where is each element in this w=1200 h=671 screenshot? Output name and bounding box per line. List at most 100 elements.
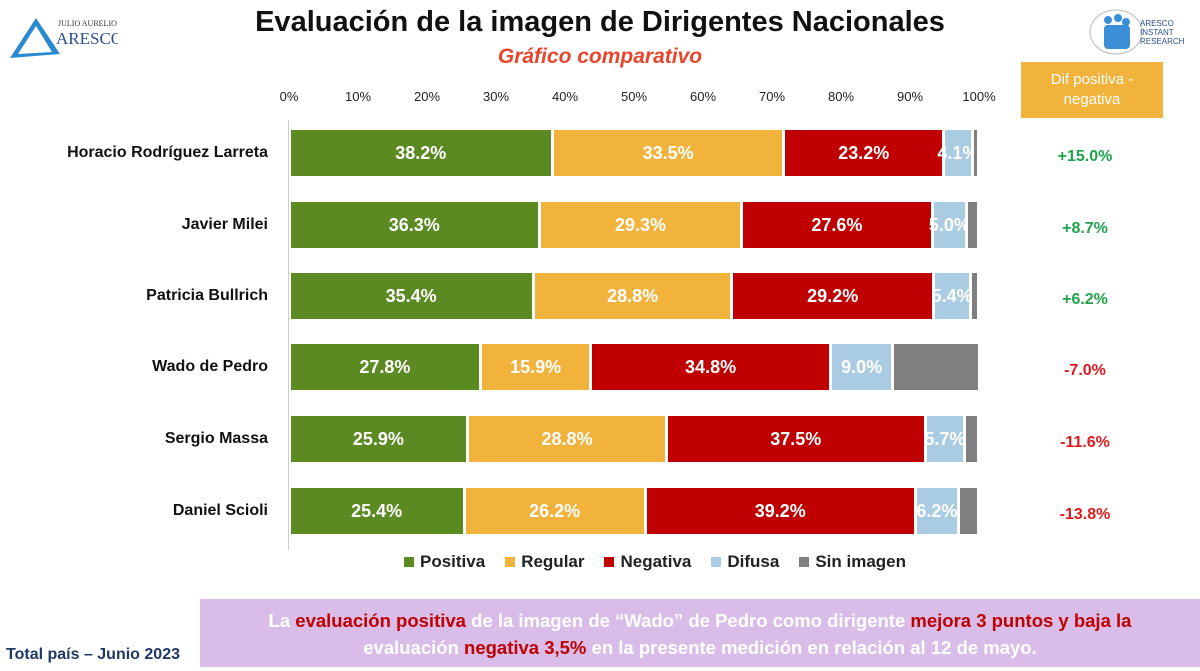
legend-item: Regular <box>505 552 584 572</box>
bar-segment-regular: 29.3% <box>540 202 741 248</box>
x-tick-label: 50% <box>620 89 648 104</box>
svg-text:RESEARCH: RESEARCH <box>1140 37 1185 46</box>
bar-segment-difusa: 9.0% <box>832 344 892 390</box>
x-tick-label: 70% <box>758 89 786 104</box>
legend-item: Sin imagen <box>799 552 906 572</box>
bar-value-label: 29.3% <box>615 214 667 235</box>
x-tick-label: 80% <box>827 89 855 104</box>
x-tick-label: 30% <box>482 89 510 104</box>
bar-segment-positiva: 25.4% <box>290 488 463 534</box>
x-tick-label: 60% <box>689 89 717 104</box>
dif-value: +6.2% <box>1062 291 1108 308</box>
bar-segment-sin-imagen <box>973 130 978 176</box>
category-label: Sergio Massa <box>164 430 268 447</box>
category-label: Javier Milei <box>181 216 268 233</box>
bar-value-label: 5.4% <box>931 285 973 306</box>
bar-segment-negativa: 37.5% <box>667 416 924 462</box>
legend-swatch <box>711 557 722 567</box>
x-tick-label: 20% <box>413 89 441 104</box>
bar-segment-negativa: 27.6% <box>743 202 931 248</box>
bar-segment-positiva: 25.9% <box>290 416 467 462</box>
bar-segment-positiva: 38.2% <box>290 130 552 176</box>
svg-text:INSTANT: INSTANT <box>1140 28 1174 37</box>
bar-value-label: 23.2% <box>838 142 890 163</box>
legend-item: Positiva <box>403 552 486 572</box>
category-label: Horacio Rodríguez Larreta <box>67 144 268 161</box>
legend-label: Negativa <box>620 552 692 571</box>
bar-value-label: 37.5% <box>770 428 822 449</box>
legend-label: Difusa <box>727 552 780 571</box>
page-title: Evaluación de la imagen de Dirigentes Na… <box>255 6 945 38</box>
bar-value-label: 25.9% <box>352 428 404 449</box>
bar-segment-positiva: 36.3% <box>290 202 538 248</box>
bar-segment-regular: 26.2% <box>465 488 644 534</box>
bar-value-label: 28.8% <box>607 285 659 306</box>
banner-highlight: mejora 3 puntos y baja la <box>910 610 1132 631</box>
banner-text: La <box>268 610 296 631</box>
bar-segment-sin-imagen <box>968 202 978 248</box>
legend-label: Regular <box>521 552 585 571</box>
bar-value-label: 27.6% <box>811 214 863 235</box>
dif-value: -7.0% <box>1064 362 1106 379</box>
footer-sample-label: Total país – Junio 2023 <box>6 646 180 663</box>
y-axis-line <box>288 120 289 550</box>
dif-value: +15.0% <box>1057 148 1113 165</box>
bar-segment-negativa: 34.8% <box>592 344 830 390</box>
banner-text: de la imagen de “Wado” de Pedro como dir… <box>465 610 911 631</box>
banner-text: en la presente medición en relación al 1… <box>586 637 1037 658</box>
legend-swatch <box>403 557 414 567</box>
banner-highlight: negativa 3,5% <box>464 637 587 658</box>
bar-value-label: 26.2% <box>529 500 581 521</box>
legend-item: Difusa <box>711 552 779 572</box>
dif-value: -11.6% <box>1060 434 1110 451</box>
banner-highlight: evaluación positiva <box>295 610 466 631</box>
bar-segment-regular: 15.9% <box>482 344 590 390</box>
category-label: Patricia Bullrich <box>146 287 268 304</box>
bar-value-label: 34.8% <box>685 356 737 377</box>
x-tick-label: 10% <box>344 89 372 104</box>
chart-legend: Positiva Regular Negativa Difusa Sin imagen <box>0 552 1200 572</box>
bar-value-label: 36.3% <box>388 214 440 235</box>
bar-segment-sin-imagen <box>966 416 978 462</box>
bar-segment-regular: 28.8% <box>534 273 731 319</box>
category-label: Wado de Pedro <box>152 358 268 375</box>
bar-segment-negativa: 23.2% <box>785 130 943 176</box>
aresco-logo: JULIO AURELIO ARESCO <box>8 14 123 60</box>
bar-value-label: 5.0% <box>928 214 970 235</box>
bar-value-label: 39.2% <box>754 500 806 521</box>
x-tick-label: 40% <box>551 89 579 104</box>
bar-segment-regular: 28.8% <box>469 416 665 462</box>
bar-value-label: 33.5% <box>642 142 694 163</box>
category-label: Daniel Scioli <box>172 502 268 519</box>
legend-swatch <box>604 557 615 567</box>
legend-label: Sin imagen <box>815 552 907 571</box>
bar-segment-positiva: 35.4% <box>290 273 532 319</box>
x-tick-label: 0% <box>279 89 299 104</box>
bar-value-label: 6.2% <box>916 500 958 521</box>
bar-value-label: 28.8% <box>541 428 593 449</box>
bar-segment-difusa: 5.0% <box>929 202 970 248</box>
svg-text:JULIO AURELIO: JULIO AURELIO <box>58 19 117 28</box>
bar-segment-sin-imagen <box>972 273 978 319</box>
dif-value: -13.8% <box>1059 506 1111 523</box>
bar-value-label: 25.4% <box>351 500 403 521</box>
legend-item: Negativa <box>604 552 691 572</box>
bar-segment-positiva: 27.8% <box>290 344 480 390</box>
bar-segment-difusa: 5.7% <box>924 416 966 462</box>
bar-value-label: 4.1% <box>937 142 979 163</box>
svg-text:ARESCO: ARESCO <box>1140 19 1174 28</box>
legend-swatch <box>505 557 516 567</box>
page-subtitle: Gráfico comparativo <box>497 45 703 68</box>
bar-value-label: 5.7% <box>924 428 966 449</box>
bar-segment-regular: 33.5% <box>554 130 783 176</box>
banner-text: evaluación <box>363 637 465 658</box>
bar-value-label: 29.2% <box>807 285 859 306</box>
legend-label: Positiva <box>419 552 486 571</box>
bar-segment-negativa: 29.2% <box>733 273 932 319</box>
svg-text:ARESCO: ARESCO <box>56 29 118 48</box>
x-tick-label: 100% <box>962 89 996 104</box>
bar-segment-difusa: 4.1% <box>937 130 978 176</box>
bar-value-label: 38.2% <box>395 142 447 163</box>
bar-value-label: 27.8% <box>359 356 411 377</box>
bar-segment-difusa: 6.2% <box>916 488 958 534</box>
